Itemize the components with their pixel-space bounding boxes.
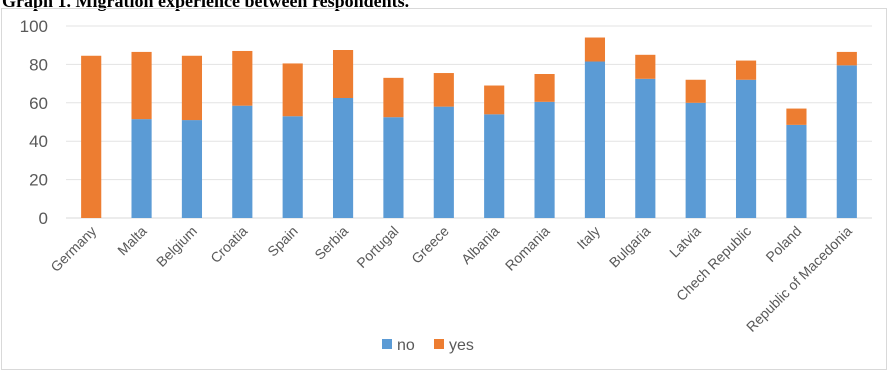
legend-label-yes: yes: [449, 337, 474, 354]
bar-yes: [534, 74, 555, 102]
bars: [81, 37, 857, 219]
bar-no: [383, 117, 404, 218]
legend: no yes: [382, 337, 474, 354]
x-category-label: Portugal: [353, 223, 401, 271]
bar-no: [685, 102, 706, 218]
bar-no: [836, 65, 857, 218]
x-category-label: Serbia: [311, 223, 351, 263]
y-axis-tick-labels: 0 20 40 60 80 100: [20, 17, 48, 228]
x-category-label: Poland: [762, 223, 804, 265]
bar-no: [282, 116, 303, 218]
bar-no: [232, 105, 253, 218]
bar-no: [735, 79, 757, 218]
bar-no: [534, 101, 555, 218]
y-tick-label: 80: [29, 55, 48, 74]
bar-yes: [181, 55, 203, 121]
bar-no: [635, 78, 656, 218]
bar-no: [181, 120, 203, 218]
bar-yes: [433, 73, 454, 107]
bar-no: [786, 124, 807, 218]
chart-title: Graph 1. Migration experience between re…: [2, 0, 410, 11]
y-tick-label: 20: [29, 171, 48, 190]
bar-yes: [635, 54, 656, 79]
bar-yes: [584, 37, 606, 62]
bar-yes: [836, 51, 857, 66]
bar-no: [584, 61, 606, 218]
legend-swatch-yes: [434, 339, 444, 349]
bar-yes: [786, 108, 807, 125]
x-category-label: Malta: [114, 223, 150, 259]
legend-swatch-no: [382, 339, 392, 349]
bar-no: [484, 114, 505, 218]
bar-yes: [383, 77, 404, 118]
x-category-label: Bulgaria: [606, 223, 654, 271]
bar-yes: [232, 50, 253, 106]
y-tick-label: 60: [29, 94, 48, 113]
bar-yes: [332, 50, 354, 98]
x-category-label: Belgium: [153, 223, 200, 270]
y-tick-label: 40: [29, 132, 48, 151]
bar-yes: [131, 51, 152, 120]
x-category-label: Italy: [574, 223, 603, 252]
bar-no: [131, 119, 152, 218]
bar-yes: [81, 55, 102, 219]
x-category-label: Spain: [264, 223, 301, 260]
chart-frame: [1, 8, 887, 370]
y-tick-label: 100: [20, 17, 48, 36]
bar-yes: [735, 60, 757, 80]
bar-yes: [484, 85, 505, 115]
bar-yes: [685, 79, 706, 103]
y-tick-label: 0: [39, 209, 48, 228]
x-axis-category-labels: Germany Malta Belgium Croatia Spain Serbia Por…: [47, 223, 855, 335]
x-category-label: Romania: [502, 223, 553, 274]
x-category-label: Greece: [408, 223, 452, 267]
x-category-label: Croatia: [207, 223, 250, 266]
bar-yes: [282, 63, 303, 117]
x-category-label: Albania: [458, 223, 502, 267]
bar-no: [332, 98, 354, 218]
bar-no: [433, 106, 454, 218]
x-category-label: Latvia: [666, 223, 704, 261]
legend-label-no: no: [397, 337, 415, 354]
x-category-label: Germany: [47, 223, 99, 275]
